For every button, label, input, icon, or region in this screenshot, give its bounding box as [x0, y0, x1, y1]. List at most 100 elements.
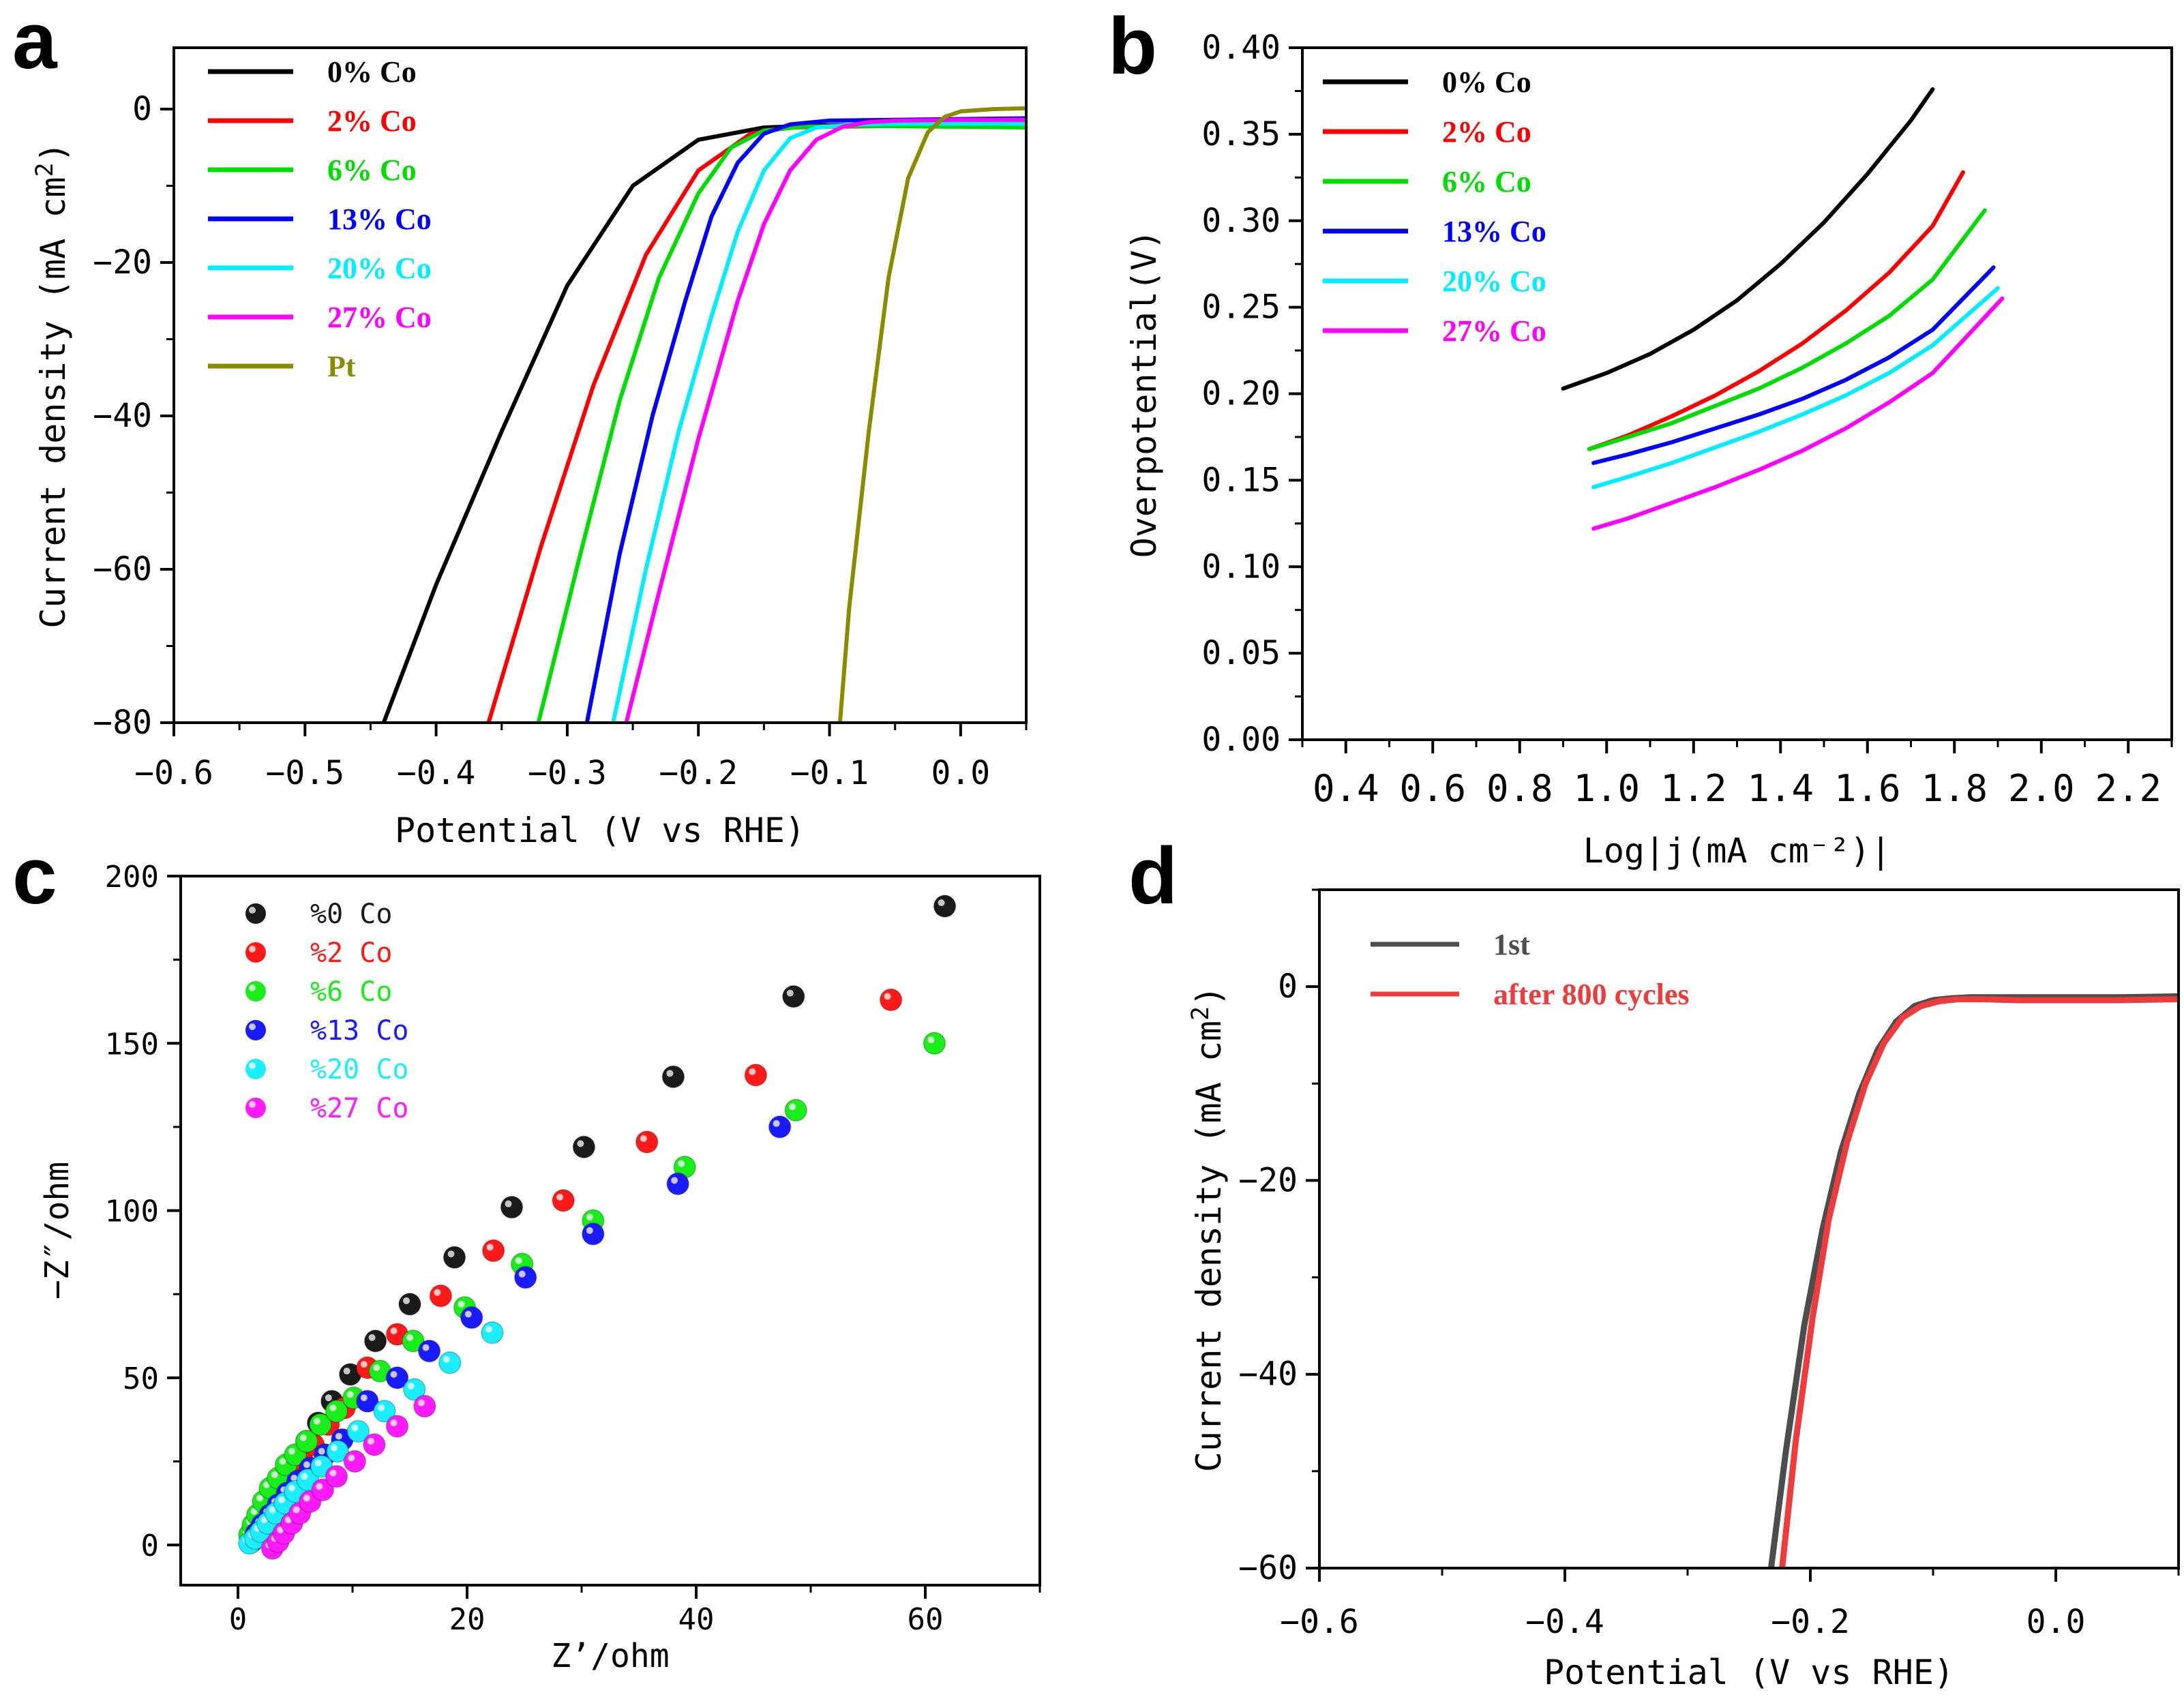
scatter-point-highlight	[434, 1289, 441, 1296]
legend-swatch-dot	[245, 981, 266, 1002]
series-line-4	[1591, 286, 2000, 490]
scatter-point-highlight	[313, 1417, 320, 1425]
panel-c-plot: 0 20 40 60 0 50 100 150 200 Z’/ohm −Z″/ohm %0 Co %2 …	[38, 860, 1041, 1675]
scatter-point-highlight	[348, 1454, 355, 1462]
panel-letter-d: d	[1128, 831, 1178, 921]
series-group	[1767, 993, 2179, 1568]
y-axis-title-tail: )	[33, 142, 73, 162]
legend-swatch-highlight	[249, 984, 256, 991]
scatter-point-highlight	[678, 1160, 685, 1167]
scatter-point-highlight	[884, 993, 891, 1000]
scatter-point-highlight	[303, 1494, 310, 1502]
x-axis-title: Potential (V vs RHE)	[395, 811, 805, 850]
y-tick-label: 0	[132, 90, 152, 128]
y-tick-label: 0.15	[1201, 461, 1281, 499]
scatter-point	[413, 1394, 436, 1418]
y-tick-label: 0.00	[1201, 721, 1281, 759]
y-tick-label: 0.40	[1201, 29, 1281, 67]
legend-label: 6% Co	[327, 153, 417, 187]
series-line-2	[536, 123, 1026, 723]
scatter-point-highlight	[303, 1461, 310, 1469]
scatter-point-highlight	[293, 1506, 300, 1514]
x-tick-label: −0.2	[659, 754, 738, 792]
scatter-point	[385, 1414, 409, 1438]
scatter-point-highlight	[271, 1471, 278, 1479]
scatter-point-highlight	[316, 1483, 323, 1490]
legend-label: 27% Co	[1442, 314, 1546, 348]
scatter-point	[635, 1130, 659, 1154]
x-tick-label: −0.5	[266, 754, 345, 792]
scatter-point-highlight	[360, 1394, 368, 1402]
scatter-point-highlight	[314, 1459, 322, 1467]
panel-letter-c: c	[12, 831, 57, 921]
scatter-point	[879, 988, 903, 1012]
scatter-point-highlight	[640, 1135, 647, 1142]
y-axis-title-main: Current density (mA cm	[1189, 1021, 1229, 1472]
legend-swatch-dot	[245, 1020, 266, 1040]
legend-swatch-highlight	[249, 1101, 256, 1108]
y-axis-title-superscript: 2	[1187, 1006, 1214, 1021]
x-tick-label: 0.8	[1486, 767, 1553, 810]
scatter-point	[661, 1065, 685, 1089]
legend-label: %2 Co	[310, 937, 392, 969]
x-tick-label: 0.0	[931, 754, 990, 792]
scatter-point	[343, 1449, 367, 1473]
scatter-point	[666, 1172, 690, 1196]
scatter-point-highlight	[329, 1469, 337, 1477]
scatter-point-highlight	[331, 1444, 338, 1452]
series-line-0	[1561, 87, 1935, 391]
x-axis-title: Log|j(mA cm⁻²)|	[1583, 831, 1891, 871]
y-tick-label: 0.30	[1201, 202, 1281, 240]
scatter-point-highlight	[518, 1270, 526, 1278]
y-tick-label: −60	[93, 550, 152, 588]
legend-swatch-highlight	[249, 1062, 256, 1069]
x-tick-label: 2.2	[2095, 767, 2161, 810]
scatter-point-highlight	[378, 1404, 385, 1411]
legend-label: 0% Co	[327, 55, 417, 89]
scatter-point-highlight	[556, 1193, 564, 1201]
scatter-point-highlight	[301, 1473, 308, 1480]
legend-label: 2% Co	[1442, 115, 1531, 149]
y-axis-title: Overpotential(V)	[1124, 230, 1164, 558]
scatter-point-highlight	[422, 1344, 430, 1351]
y-axis-title-superscript: 2	[31, 162, 59, 177]
legend-swatch-dot	[245, 1098, 266, 1118]
legend-label: Pt	[327, 350, 356, 383]
scatter-point	[781, 984, 805, 1008]
y-tick-label: 50	[123, 1362, 159, 1396]
scatter-point-highlight	[486, 1244, 494, 1251]
legend-swatch-dot	[245, 1059, 266, 1079]
legend-label: 6% Co	[1442, 165, 1531, 198]
scatter-point	[443, 1246, 466, 1269]
scatter-point	[362, 1432, 386, 1456]
scatter-point-highlight	[515, 1257, 522, 1265]
scatter-point-highlight	[938, 899, 945, 907]
y-tick-label: 0	[1278, 967, 1298, 1006]
scatter-point-highlight	[288, 1484, 295, 1492]
scatter-point-highlight	[367, 1437, 374, 1445]
y-tick-label: −60	[1238, 1549, 1298, 1587]
x-tick-label: −0.2	[1771, 1603, 1850, 1641]
panel-d-plot: −0.6 −0.4 −0.2 0.0 0 −20 −40 −60 Potential (V vs…	[1187, 888, 2180, 1692]
scatter-point	[933, 894, 957, 918]
y-tick-label: 0.10	[1201, 547, 1281, 586]
y-tick-label: 0	[141, 1529, 160, 1563]
scatter-point-highlight	[773, 1119, 780, 1127]
scatter-point-highlight	[346, 1391, 354, 1398]
x-tick-label: 1.0	[1573, 767, 1640, 810]
x-tick-label: 40	[678, 1602, 715, 1637]
scatter-point-highlight	[464, 1310, 472, 1318]
legend-swatch-highlight	[249, 907, 256, 914]
series-group	[237, 894, 957, 1561]
legend-label: %20 Co	[310, 1054, 409, 1085]
legend-swatch-dot	[245, 942, 266, 963]
x-tick-label: 20	[449, 1602, 485, 1637]
x-tick-label: 0.4	[1313, 767, 1379, 810]
legend-label: 27% Co	[327, 301, 432, 334]
scatter-point-highlight	[749, 1068, 756, 1075]
scatter-point-highlight	[577, 1140, 584, 1147]
x-tick-label: 1.2	[1660, 767, 1727, 810]
series-line-1	[1587, 170, 1965, 451]
y-axis-title: Current density (mA cm2)	[1187, 986, 1229, 1472]
